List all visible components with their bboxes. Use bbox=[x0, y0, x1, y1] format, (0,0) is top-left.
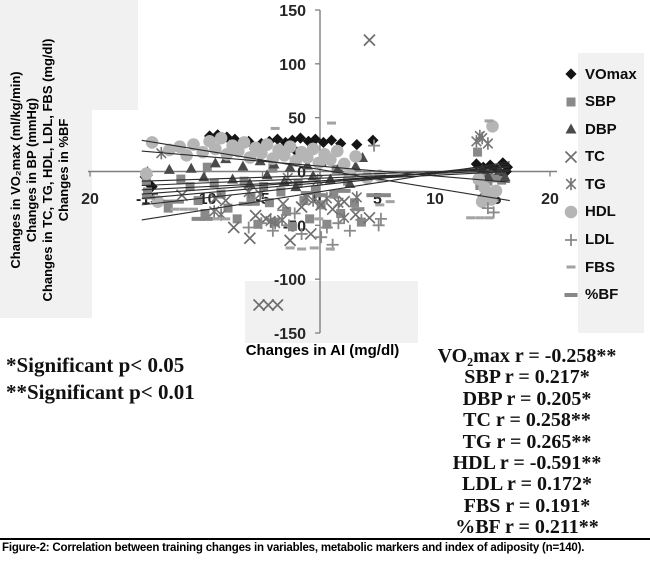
y-axis-label-line: Changes in TC, TG, HDL, LDL, FBS (mg/dl) bbox=[40, 38, 55, 302]
y-axis-label: Changes in VO₂max (ml/kg/min) Changes in … bbox=[0, 0, 84, 345]
series-LDL bbox=[242, 139, 500, 251]
series-HDL bbox=[140, 119, 503, 208]
fbs-marker-icon bbox=[566, 265, 576, 269]
legend-label: HDL bbox=[585, 203, 616, 221]
x-tick-label: 20 bbox=[541, 191, 559, 208]
tc-marker-icon bbox=[564, 150, 578, 163]
significance-note-1: *Significant p< 0.05 bbox=[6, 353, 185, 377]
trend-line-FBS bbox=[141, 170, 510, 191]
x-axis-label: Changes in AI (mg/dl) bbox=[245, 342, 400, 359]
legend-item-VOmax: VOmax bbox=[562, 65, 637, 83]
dbp-marker-icon bbox=[565, 123, 577, 134]
legend-item-HDL: HDL bbox=[562, 203, 637, 221]
trend-line-LDL bbox=[141, 169, 510, 187]
correlation-line: FBS r = 0.191* bbox=[463, 494, 591, 517]
legend-item-DBP: DBP bbox=[562, 120, 637, 138]
tg-marker-icon bbox=[565, 178, 577, 191]
y-tick-label: 100 bbox=[279, 57, 306, 74]
trend-line-HDL bbox=[141, 139, 510, 202]
figure-caption-text: Correlation between training changes in … bbox=[49, 542, 585, 554]
x-tick-label: 0 bbox=[313, 191, 322, 208]
sbp-marker-icon bbox=[566, 97, 576, 107]
ldl-marker-icon bbox=[565, 233, 577, 246]
y-tick-label: -100 bbox=[274, 272, 306, 289]
legend-label: TG bbox=[585, 175, 606, 193]
pctbf-marker-icon bbox=[564, 292, 578, 297]
correlation-line: DBP r = 0.205* bbox=[462, 387, 592, 410]
trend-line-VOmax bbox=[141, 150, 510, 183]
figure-caption: Figure-2: Correlation between training c… bbox=[0, 538, 650, 554]
legend-label: TC bbox=[585, 148, 605, 166]
correlation-line: HDL r = -0.591** bbox=[452, 452, 602, 475]
legend-item-TG: TG bbox=[562, 175, 637, 193]
correlation-line: LDL r = 0.172* bbox=[462, 473, 592, 496]
legend-label: DBP bbox=[585, 120, 617, 138]
y-axis-label-line: Changes in %BF bbox=[56, 118, 71, 222]
y-axis-label-line: Changes in BP (mmHg) bbox=[24, 97, 39, 243]
series-TG bbox=[155, 129, 494, 230]
legend-label: %BF bbox=[585, 286, 619, 304]
trend-line-%BF bbox=[141, 168, 510, 182]
scatter-plot: 20-15-10-505101520150100500-50-100-150 bbox=[81, 3, 559, 343]
vomax-marker-icon bbox=[565, 68, 577, 80]
correlation-line: TG r = 0.265** bbox=[462, 430, 592, 453]
legend-label: VOmax bbox=[585, 65, 637, 83]
hdl-marker-icon bbox=[564, 205, 578, 219]
legend-label: FBS bbox=[585, 258, 615, 276]
trend-lines bbox=[141, 139, 510, 221]
correlation-line: TC r = 0.258** bbox=[463, 409, 591, 432]
legend-item-%BF: %BF bbox=[562, 286, 637, 304]
x-tick-label: 10 bbox=[426, 191, 444, 208]
series-FBS bbox=[170, 119, 494, 251]
correlation-line: %BF r = 0.211** bbox=[455, 516, 599, 539]
y-axis-label-line: Changes in VO₂max (ml/kg/min) bbox=[8, 71, 23, 269]
legend-item-LDL: LDL bbox=[562, 231, 637, 249]
chart-bg-patch bbox=[92, 0, 138, 110]
x-tick-label: 5 bbox=[373, 191, 382, 208]
chart-bg-patch bbox=[0, 0, 92, 318]
chart-legend: VOmax SBP DBP TC TG HDL LDL FBS %BF bbox=[564, 53, 644, 333]
y-tick-label: 0 bbox=[297, 165, 306, 182]
legend-item-FBS: FBS bbox=[562, 258, 637, 276]
figure-caption-label: Figure-2: bbox=[2, 542, 50, 554]
series-TC bbox=[175, 34, 500, 312]
legend-label: SBP bbox=[585, 93, 616, 111]
correlation-line: VO₂max r = -0.258** bbox=[437, 345, 617, 367]
legend-item-SBP: SBP bbox=[562, 93, 637, 111]
y-tick-label: 150 bbox=[279, 3, 306, 20]
chart-bg-patch bbox=[245, 281, 418, 343]
y-tick-label: 50 bbox=[288, 111, 306, 128]
legend-item-TC: TC bbox=[562, 148, 637, 166]
legend-label: LDL bbox=[585, 231, 615, 249]
y-tick-label: -150 bbox=[274, 326, 306, 343]
significance-notes: *Significant p< 0.05 **Significant p< 0.… bbox=[6, 352, 195, 406]
correlation-results: VO₂max r = -0.258** SBP r = 0.217* DBP r =… bbox=[412, 345, 642, 539]
x-tick-label: 20 bbox=[81, 191, 99, 208]
significance-note-2: **Significant p< 0.01 bbox=[6, 380, 195, 404]
correlation-line: SBP r = 0.217* bbox=[464, 366, 590, 389]
